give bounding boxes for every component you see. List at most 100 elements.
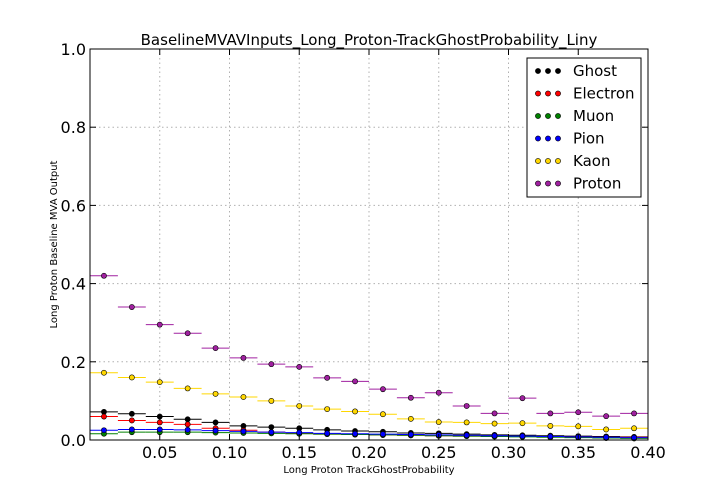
legend-marker	[545, 90, 551, 97]
legend-marker	[535, 68, 541, 74]
x-tick-label: 0.10	[212, 443, 248, 462]
data-point	[435, 389, 442, 396]
legend-item: Kaon	[535, 152, 610, 170]
data-point	[547, 410, 554, 417]
legend: Ghost Electron Muon Pion Kaon Proton	[526, 57, 642, 198]
legend-label: Pion	[573, 130, 605, 148]
axis-ticks: 0.05 0.10 0.15 0.20 0.25 0.30 0.35 0.40 0.0 0.2 0.…	[61, 40, 666, 462]
data-point	[101, 413, 107, 420]
data-point	[519, 433, 526, 439]
series-proton	[90, 272, 648, 420]
x-tick-label: 0.20	[351, 443, 387, 462]
y-tick-label: 0.6	[61, 196, 86, 215]
data-point	[463, 403, 470, 409]
legend-box	[526, 57, 642, 198]
data-point	[491, 420, 498, 427]
data-point	[575, 423, 582, 430]
legend-label: Muon	[573, 107, 614, 125]
data-point	[128, 426, 135, 433]
data-point	[547, 423, 554, 429]
data-point	[156, 419, 163, 426]
x-tick-label: 0.30	[491, 443, 527, 462]
legend-marker	[555, 135, 561, 142]
data-point	[268, 361, 275, 368]
data-point	[212, 419, 219, 426]
legend-marker	[535, 90, 541, 97]
data-point	[296, 403, 303, 409]
data-point	[324, 406, 331, 413]
legend-marker	[545, 135, 551, 142]
legend-marker	[545, 68, 551, 74]
data-point	[547, 433, 554, 440]
x-axis-label: Long Proton TrackGhostProbability	[283, 465, 454, 476]
data-point	[407, 394, 414, 401]
data-point	[631, 410, 637, 417]
data-point	[268, 429, 275, 436]
x-tick-label: 0.05	[142, 443, 178, 462]
data-point	[212, 427, 219, 434]
legend-marker	[555, 68, 561, 74]
data-point	[352, 378, 358, 385]
legend-label: Ghost	[573, 62, 617, 80]
legend-item: Muon	[535, 107, 614, 125]
data-point	[380, 386, 386, 393]
legend-marker	[555, 158, 561, 164]
data-point	[156, 379, 163, 386]
y-tick-label: 1.0	[61, 40, 86, 59]
data-point	[380, 411, 386, 418]
x-tick-label: 0.35	[560, 443, 596, 462]
legend-marker	[555, 180, 561, 187]
data-point	[435, 419, 442, 425]
data-point	[212, 390, 219, 397]
legend-marker	[545, 180, 551, 187]
data-point	[631, 425, 637, 432]
data-point	[407, 415, 414, 422]
x-tick-label: 0.15	[281, 443, 317, 462]
data-point	[519, 420, 526, 427]
legend-item: Ghost	[535, 62, 617, 80]
data-point	[268, 424, 275, 430]
data-point	[575, 409, 582, 416]
legend-marker	[535, 113, 541, 119]
data-point	[101, 427, 107, 434]
data-point	[603, 434, 610, 441]
y-tick-label: 0.8	[61, 118, 86, 137]
data-point	[128, 410, 135, 417]
data-point	[324, 430, 331, 437]
data-point	[184, 416, 191, 423]
data-point	[184, 330, 191, 337]
legend-marker	[555, 90, 561, 97]
y-tick-label: 0.4	[61, 275, 86, 294]
series-kaon	[90, 369, 648, 433]
data-point	[101, 369, 107, 376]
legend-marker	[535, 158, 541, 164]
chart-title: BaselineMVAVInputs_Long_Proton-TrackGhos…	[141, 31, 598, 50]
legend-marker	[535, 135, 541, 142]
legend-item: Electron	[535, 85, 635, 103]
x-tick-label: 0.25	[421, 443, 457, 462]
data-point	[407, 431, 414, 438]
data-point	[603, 413, 610, 420]
data-point	[240, 394, 247, 400]
data-point	[296, 363, 303, 370]
data-point	[268, 397, 275, 404]
data-point	[463, 432, 470, 439]
legend-label: Proton	[573, 175, 621, 193]
plot-series	[90, 272, 648, 442]
data-point	[101, 272, 107, 279]
legend-label: Electron	[573, 85, 635, 103]
y-tick-label: 0.2	[61, 353, 86, 372]
series-pion	[90, 426, 648, 441]
legend-label: Kaon	[573, 152, 610, 170]
data-point	[324, 374, 331, 381]
data-point	[128, 417, 135, 424]
data-point	[212, 345, 219, 352]
legend-marker	[535, 180, 541, 187]
data-point	[240, 354, 247, 361]
data-point	[463, 419, 470, 426]
legend-marker	[545, 158, 551, 164]
data-point	[240, 428, 247, 435]
data-point	[380, 431, 386, 438]
legend-marker	[555, 113, 561, 119]
